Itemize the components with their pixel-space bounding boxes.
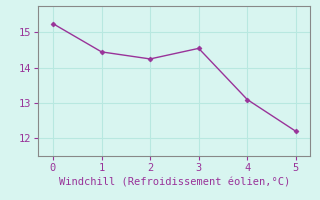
X-axis label: Windchill (Refroidissement éolien,°C): Windchill (Refroidissement éolien,°C) (59, 177, 290, 187)
